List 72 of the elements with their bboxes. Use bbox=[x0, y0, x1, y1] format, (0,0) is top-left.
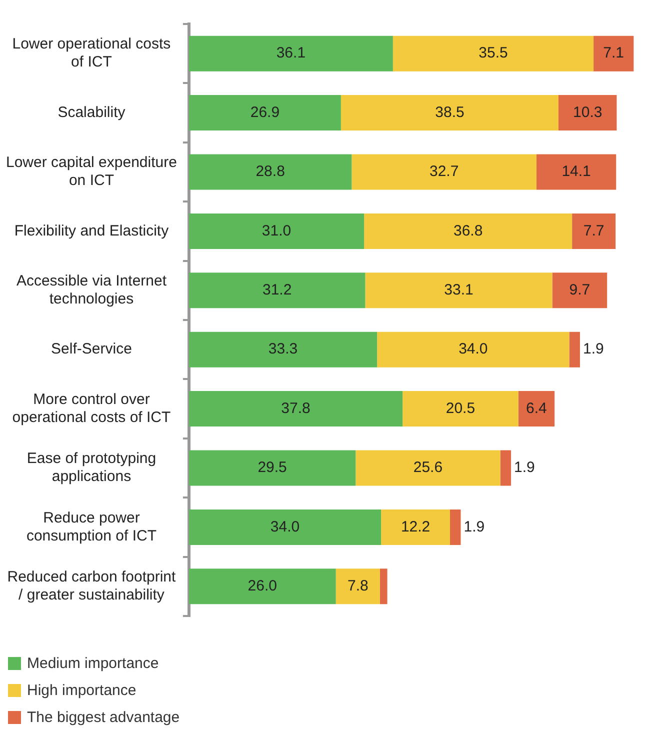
y-tick-label: More control over operational costs of ICT bbox=[12, 390, 171, 426]
data-label: 38.5 bbox=[435, 104, 464, 121]
data-label: 36.8 bbox=[453, 222, 483, 240]
data-label: 25.6 bbox=[413, 459, 443, 476]
data-label: 26.0 bbox=[248, 578, 277, 595]
data-label: 10.3 bbox=[573, 104, 602, 121]
bar bbox=[188, 36, 393, 72]
y-tick-label: Accessible via Internet technologies bbox=[16, 272, 168, 308]
bar bbox=[188, 568, 336, 604]
data-label: 6.4 bbox=[526, 400, 547, 417]
data-label: 33.3 bbox=[268, 340, 298, 358]
bar bbox=[188, 332, 378, 368]
bar bbox=[188, 95, 341, 131]
bar bbox=[536, 154, 616, 190]
data-label: 7.7 bbox=[583, 222, 604, 240]
data-label: 26.9 bbox=[250, 104, 280, 121]
y-tick-label: Lower capital expenditure on ICT bbox=[6, 154, 177, 190]
data-label: 14.1 bbox=[562, 163, 591, 180]
data-label: 35.5 bbox=[478, 44, 508, 62]
bar bbox=[500, 450, 512, 486]
y-tick-label: Self-Service bbox=[51, 340, 132, 358]
bar bbox=[188, 272, 366, 308]
bar bbox=[572, 213, 616, 249]
bar bbox=[188, 450, 356, 486]
data-label: 31.0 bbox=[262, 222, 292, 240]
y-tick-label: Lower operational costs of ICT bbox=[12, 36, 171, 71]
y-tick-label: Reduced carbon footprint / greater sustainability bbox=[7, 568, 177, 604]
data-label: 7.8 bbox=[347, 578, 368, 595]
bar bbox=[380, 568, 388, 604]
bar bbox=[356, 450, 500, 486]
bar bbox=[552, 272, 608, 308]
data-label: 29.5 bbox=[258, 459, 287, 476]
bar bbox=[352, 154, 536, 190]
y-tick-label: Flexibility and Elasticity bbox=[14, 222, 170, 240]
bar bbox=[381, 509, 450, 545]
bar bbox=[450, 509, 461, 545]
data-label: 36.1 bbox=[276, 44, 306, 62]
data-label: 20.5 bbox=[446, 400, 476, 417]
y-tick-label: Reduce power consumption of ICT bbox=[26, 509, 156, 544]
bar bbox=[569, 332, 580, 368]
y-tick-label: Ease of prototyping applications bbox=[26, 450, 156, 486]
data-label: 31.2 bbox=[262, 282, 292, 299]
y-tick-label: Scalability bbox=[58, 104, 126, 121]
bar bbox=[392, 36, 594, 72]
bar bbox=[518, 391, 555, 427]
data-label: 7.1 bbox=[603, 44, 624, 62]
bar bbox=[188, 391, 403, 427]
bar bbox=[558, 95, 617, 131]
bar bbox=[364, 213, 572, 249]
bar bbox=[402, 391, 518, 427]
legend-label: Medium importance bbox=[27, 655, 159, 672]
data-label: 9.7 bbox=[569, 282, 590, 299]
data-label: 34.0 bbox=[458, 340, 488, 358]
data-label: 28.8 bbox=[256, 163, 285, 180]
legend-label: High importance bbox=[27, 682, 136, 699]
data-label: 12.2 bbox=[400, 518, 430, 536]
data-label: 32.7 bbox=[429, 163, 459, 180]
bar bbox=[188, 154, 352, 190]
data-label: 33.1 bbox=[444, 282, 474, 299]
bar bbox=[336, 568, 380, 604]
data-label: 1.9 bbox=[464, 518, 485, 536]
data-label: 1.9 bbox=[514, 459, 535, 476]
legend-label: The biggest advantage bbox=[27, 709, 180, 726]
bar bbox=[340, 95, 558, 131]
bar bbox=[188, 509, 382, 545]
data-label: 1.9 bbox=[582, 340, 604, 358]
data-label: 37.8 bbox=[281, 400, 310, 417]
bar bbox=[377, 332, 570, 368]
bar bbox=[188, 213, 364, 249]
bar bbox=[594, 36, 634, 72]
data-label: 34.0 bbox=[270, 518, 300, 536]
bar bbox=[365, 272, 552, 308]
